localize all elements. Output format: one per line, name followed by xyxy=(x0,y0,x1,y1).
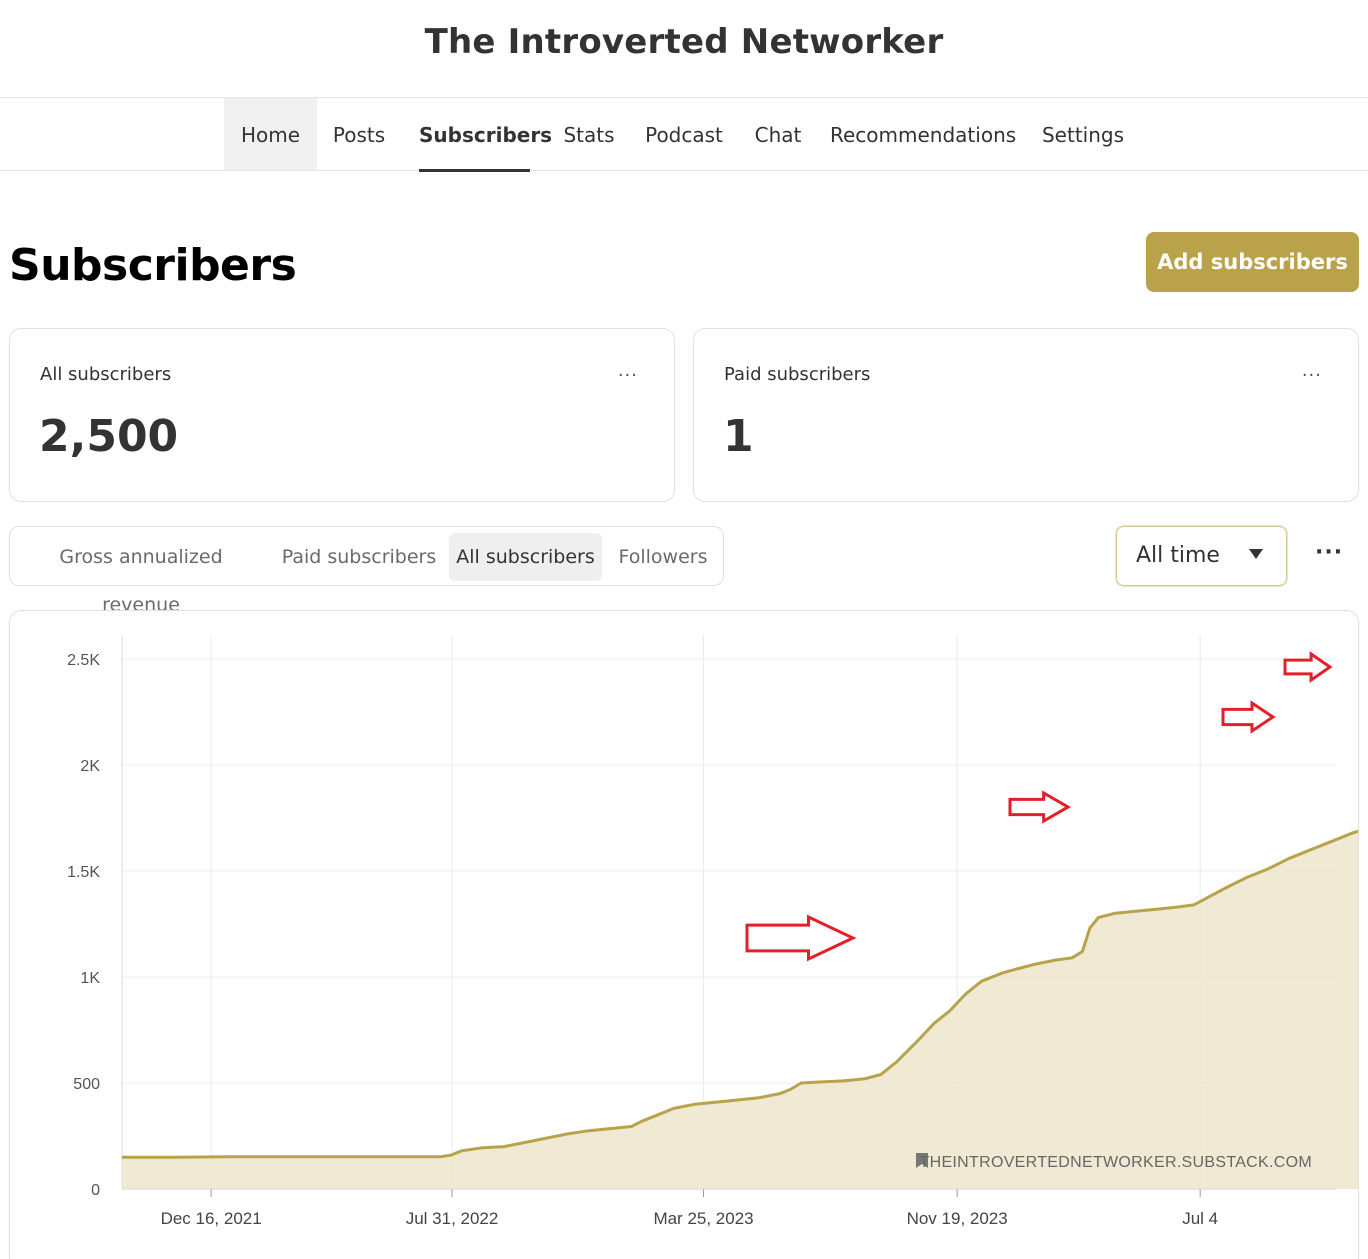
card-label: Paid subscribers xyxy=(724,364,871,385)
y-tick-label: 0 xyxy=(91,1182,100,1199)
tab-stats[interactable]: Stats xyxy=(563,123,615,147)
chart-more-options-icon[interactable]: ··· xyxy=(1315,540,1344,565)
x-tick-label: Jul 4 xyxy=(1182,1209,1218,1228)
x-tick-label: Dec 16, 2021 xyxy=(161,1209,262,1228)
series-area xyxy=(122,831,1358,1189)
x-tick-label: Nov 19, 2023 xyxy=(907,1209,1008,1228)
tab-podcast[interactable]: Podcast xyxy=(645,123,723,147)
tab-followers[interactable]: Followers xyxy=(618,546,708,568)
tab-subscribers[interactable]: Subscribers xyxy=(419,98,552,172)
chart-canvas: 0 500 1K 1.5K 2K 2.5K Dec 16, 2021 Jul 31, 2022… xyxy=(67,635,1358,1228)
bookmark-icon xyxy=(916,1153,928,1168)
more-options-icon[interactable]: ··· xyxy=(617,365,638,386)
tab-gross-annualized-revenue[interactable]: Gross annualized revenue xyxy=(59,546,223,616)
more-options-icon[interactable]: ··· xyxy=(1301,365,1322,386)
annotation-arrow xyxy=(745,914,857,962)
y-tick-label: 500 xyxy=(73,1076,100,1093)
all-subscribers-card: All subscribers 2,500 ··· xyxy=(9,328,675,502)
time-range-select[interactable]: All time xyxy=(1116,526,1287,586)
tab-settings[interactable]: Settings xyxy=(1041,123,1125,147)
page-title: Subscribers xyxy=(9,240,297,291)
caret-down-icon xyxy=(1249,549,1263,559)
site-title: The Introverted Networker xyxy=(424,22,944,62)
paid-subscribers-card: Paid subscribers 1 ··· xyxy=(693,328,1359,502)
y-tick-label: 1K xyxy=(80,970,100,987)
x-tick-label: Jul 31, 2022 xyxy=(406,1209,499,1228)
y-tick-label: 2.5K xyxy=(67,652,100,669)
y-tick-label: 1.5K xyxy=(67,864,100,881)
x-tick-label: Mar 25, 2023 xyxy=(653,1209,753,1228)
tab-all-subscribers[interactable]: All subscribers xyxy=(449,533,602,581)
chart-watermark: THEINTROVERTEDNETWORKER.SUBSTACK.COM xyxy=(920,1154,1312,1171)
time-range-value: All time xyxy=(1136,543,1220,568)
tab-chat[interactable]: Chat xyxy=(754,123,802,147)
tab-posts[interactable]: Posts xyxy=(332,123,386,147)
tab-paid-subscribers[interactable]: Paid subscribers xyxy=(281,546,437,568)
top-navigation: Home Posts Subscribers Stats Podcast Cha… xyxy=(0,97,1368,172)
tab-recommendations[interactable]: Recommendations xyxy=(830,123,1017,147)
chart-metric-tabs: Gross annualized revenue Paid subscriber… xyxy=(9,526,724,616)
y-tick-label: 2K xyxy=(80,758,100,775)
annotation-arrow xyxy=(1283,651,1333,683)
series-line xyxy=(122,829,1358,1159)
tab-home[interactable]: Home xyxy=(224,98,317,170)
card-label: All subscribers xyxy=(40,364,172,385)
add-subscribers-button[interactable]: Add subscribers xyxy=(1146,232,1359,292)
annotation-arrow xyxy=(1221,700,1276,734)
card-value: 2,500 xyxy=(39,411,179,462)
annotation-arrow xyxy=(1008,790,1072,824)
card-value: 1 xyxy=(723,411,754,462)
subscribers-chart: 0 500 1K 1.5K 2K 2.5K Dec 16, 2021 Jul 31, 2022… xyxy=(9,610,1359,1259)
